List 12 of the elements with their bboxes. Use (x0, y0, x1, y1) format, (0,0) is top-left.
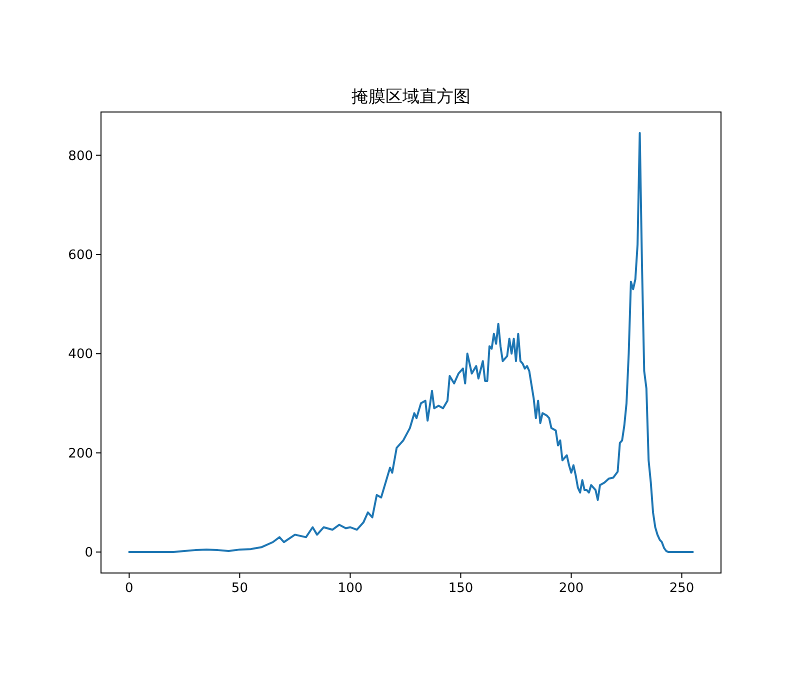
y-tick-label: 0 (84, 546, 93, 561)
y-tick-label: 200 (68, 446, 93, 462)
x-tick-label: 0 (125, 581, 134, 596)
x-tick-label: 100 (338, 581, 363, 596)
x-tick-label: 150 (448, 581, 474, 596)
y-tick-label: 400 (68, 347, 93, 362)
x-tick-label: 50 (231, 581, 248, 596)
y-tick-label: 600 (68, 248, 93, 263)
x-tick-label: 200 (558, 581, 584, 596)
y-tick-label: 800 (68, 148, 93, 164)
chart-title: 掩膜区域直方图 (352, 87, 470, 107)
x-tick-label: 250 (669, 581, 694, 596)
